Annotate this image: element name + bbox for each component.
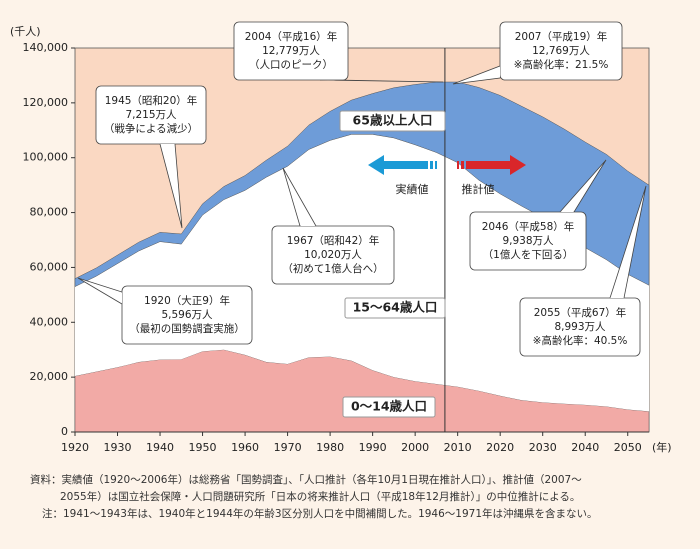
annotation-box	[121, 285, 253, 345]
annotation-text: 2007（平成19）年	[515, 30, 608, 43]
x-tick-label: 2040	[571, 441, 599, 454]
annotation-text: 12,779万人	[262, 45, 320, 57]
annotation-text: 12,769万人	[532, 45, 590, 57]
x-tick-label: 2050	[614, 441, 642, 454]
area	[74, 81, 650, 288]
annotation-pointer-cover	[300, 223, 316, 226]
annotation-box	[519, 297, 641, 357]
y-tick-label: 20,000	[30, 370, 69, 383]
x-tick-label: 1920	[61, 441, 89, 454]
annotation-text: ※高齢化率：40.5%	[533, 334, 628, 347]
series-label-box	[339, 110, 446, 132]
annotation-pointer-cover	[497, 66, 500, 78]
annotation-text: 9,938万人	[502, 235, 554, 247]
annotation-text: （戦争による減少）	[104, 122, 198, 135]
y-tick-label: 120,000	[23, 96, 69, 109]
annotation-box	[95, 85, 207, 145]
annotation-text: 1945（昭和20）年	[105, 94, 198, 107]
y-tick-label: 140,000	[23, 41, 69, 54]
annotation-pointer-cover	[610, 292, 624, 298]
series-label-box	[344, 297, 446, 319]
annotation-box	[271, 225, 395, 285]
y-tick-label: 40,000	[30, 315, 69, 328]
note-text: 資料：実績値（1920～2006年）は総務省「国勢調査」、「人口推計（各年10月…	[30, 473, 582, 486]
x-tick-label: 1930	[104, 441, 132, 454]
x-tick-label: 1960	[231, 441, 259, 454]
x-tick-label: 2030	[529, 441, 557, 454]
annotation-text: （初めて1億人台へ）	[282, 262, 383, 275]
annotation: 2004（平成16）年 12,779万人 （人口のピーク）	[233, 21, 444, 83]
actual-label: 実績値	[396, 182, 429, 196]
x-tick-label: 1950	[189, 441, 217, 454]
x-tick-label: 2010	[444, 441, 472, 454]
annotation: 1967（昭和42）年 10,020万人（初めて1億人台へ）	[271, 167, 395, 285]
annotation-text: （1億人を下回る）	[483, 248, 574, 261]
overlay: 1920 1930 1940 1950 1960 1970 1980 1990 2000 2010…	[23, 21, 649, 454]
annotation-pointer-cover	[119, 292, 122, 304]
arrow-dash	[430, 161, 433, 169]
x-tick-label: 1940	[146, 441, 174, 454]
x-tick-label: 2000	[401, 441, 429, 454]
notes: 資料：実績値（1920～2006年）は総務省「国勢調査」、「人口推計（各年10月…	[30, 473, 598, 520]
y-tick-label: 80,000	[30, 206, 69, 219]
x-unit: (年)	[652, 440, 672, 454]
y-tick-label: 60,000	[30, 260, 69, 273]
annotation-text: 2055（平成67）年	[534, 306, 627, 319]
annotation-text: 8,993万人	[554, 321, 606, 333]
series-label: 0～14歳人口	[351, 399, 427, 414]
note-text: 注：1941～1943年は、1940年と1944年の年齢3区分別人口を中間補間し…	[42, 507, 598, 520]
annotation: 1945（昭和20）年 7,215万人（戦争による減少）	[95, 85, 207, 229]
annotation: 2055（平成67）年 8,993万人※高齢化率：40.5%	[519, 185, 647, 357]
annotation-text: 1920（大正9）年	[144, 294, 230, 307]
direction-arrows	[368, 155, 526, 175]
arrow-dash	[461, 161, 464, 169]
x-tick-label: 1980	[316, 441, 344, 454]
annotation-text: ※高齢化率：21.5%	[514, 58, 609, 71]
y-tick-label: 0	[61, 425, 68, 438]
left-arrow	[368, 155, 428, 175]
annotation-box	[499, 21, 623, 81]
annotation-box	[469, 211, 587, 271]
y-tick-label: 100,000	[23, 151, 69, 164]
y-unit: (千人)	[10, 25, 41, 38]
annotation-text: 5,596万人	[161, 309, 213, 321]
annotation: 2007（平成19）年 12,769万人※高齢化率：21.5%	[452, 21, 623, 85]
annotation-text: 2004（平成16）年	[245, 30, 338, 43]
note-text: 2055年）は国立社会保障・人口問題研究所「日本の将来推計人口（平成18年12月…	[60, 490, 580, 503]
series-label: 15～64歳人口	[353, 300, 438, 315]
annotation-text: 7,215万人	[125, 109, 177, 121]
annotation-text: 10,020万人	[304, 249, 362, 261]
arrow-dash	[457, 161, 459, 169]
x-tick-label: 2020	[486, 441, 514, 454]
annotation-pointer-cover	[560, 209, 574, 212]
arrow-dash	[435, 161, 437, 169]
annotation-text: 1967（昭和42）年	[287, 234, 380, 247]
annotation-text: （人口のピーク）	[249, 59, 333, 71]
series-label-box	[342, 396, 436, 418]
annotation-text: 2046（平成58）年	[482, 220, 575, 233]
annotation-text: （最初の国勢調査実施）	[129, 322, 245, 335]
projection-label: 推計値	[462, 182, 495, 196]
x-tick-label: 1970	[274, 441, 302, 454]
right-arrow	[466, 155, 526, 175]
annotation-pointer-cover	[160, 144, 175, 149]
annotation: 2046（平成58）年 9,938万人（1億人を下回る）	[469, 159, 607, 271]
x-tick-label: 1990	[359, 441, 387, 454]
annotation: 1920（大正9）年 5,596万人（最初の国勢調査実施）	[77, 277, 253, 345]
series-label: 65歳以上人口	[353, 113, 433, 128]
annotation-box	[233, 21, 349, 81]
